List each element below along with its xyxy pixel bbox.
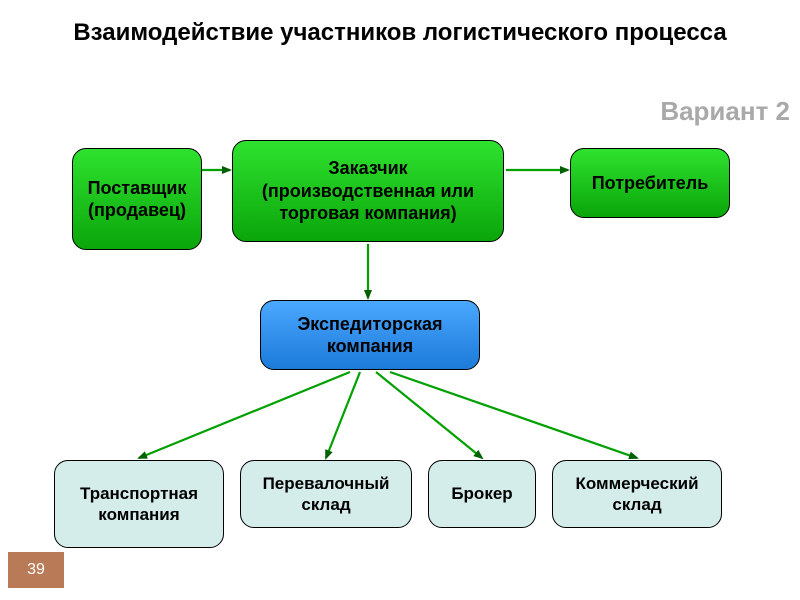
edge-forwarder-to-transport bbox=[139, 372, 350, 458]
diagram-subtitle: Вариант 2 bbox=[660, 96, 790, 127]
node-broker: Брокер bbox=[428, 460, 536, 528]
node-customer: Заказчик (производственная или торговая … bbox=[232, 140, 504, 242]
node-consumer: Потребитель bbox=[570, 148, 730, 218]
node-supplier: Поставщик (продавец) bbox=[72, 148, 202, 250]
node-transport: Транспортная компания bbox=[54, 460, 224, 548]
page-number-badge: 39 bbox=[8, 552, 64, 588]
node-transship: Перевалочный склад bbox=[240, 460, 412, 528]
diagram-title: Взаимодействие участников логистического… bbox=[0, 18, 800, 48]
edge-forwarder-to-transship bbox=[326, 372, 360, 458]
node-forwarder: Экспедиторская компания bbox=[260, 300, 480, 370]
node-warehouse: Коммерческий склад bbox=[552, 460, 722, 528]
edge-forwarder-to-warehouse bbox=[390, 372, 637, 458]
edge-forwarder-to-broker bbox=[376, 372, 482, 458]
